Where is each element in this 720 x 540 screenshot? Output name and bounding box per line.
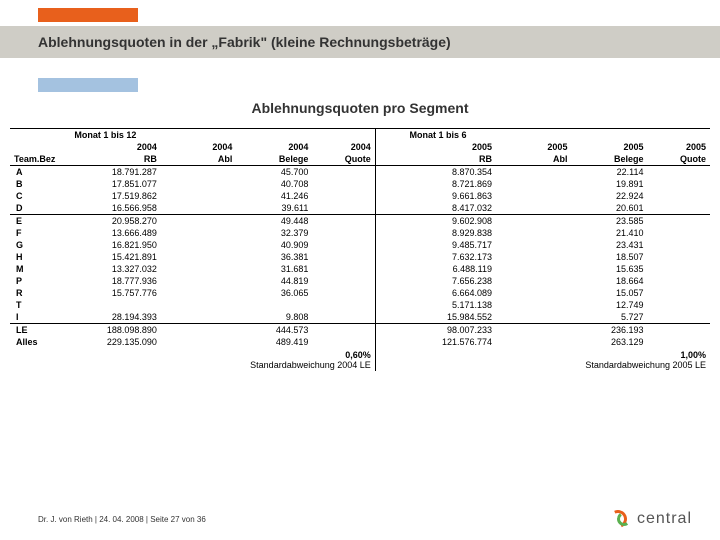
col-team: Team.Bez <box>10 153 70 166</box>
accent-orange <box>38 8 138 22</box>
table-row: T5.171.13812.749 <box>10 299 710 311</box>
span-left: Monat 1 bis 12 <box>70 129 375 142</box>
table-row: A18.791.28745.7008.870.35422.114 <box>10 166 710 179</box>
row-le: LE 188.098.890444.573 98.007.233236.193 <box>10 324 710 337</box>
table-row: M13.327.03231.6816.488.11915.635 <box>10 263 710 275</box>
table-row: E20.958.27049.4489.602.90823.585 <box>10 215 710 228</box>
table-row: I28.194.3939.80815.984.5525.727 <box>10 311 710 324</box>
accent-blue <box>38 78 138 92</box>
table-row: H15.421.89136.3817.632.17318.507 <box>10 251 710 263</box>
header-row-year: 2004200420042004 2005200520052005 <box>10 141 710 153</box>
title-band: Ablehnungsquoten in der „Fabrik" (kleine… <box>0 26 720 58</box>
table-row: F13.666.48932.3798.929.83821.410 <box>10 227 710 239</box>
logo-icon <box>609 510 633 528</box>
table-row: D16.566.95839.6118.417.03220.601 <box>10 202 710 215</box>
row-alles: Alles 229.135.090489.419 121.576.774263.… <box>10 336 710 348</box>
data-table-wrap: Monat 1 bis 12 Monat 1 bis 6 20042004200… <box>10 128 710 371</box>
logo: central <box>609 510 692 528</box>
page-title: Ablehnungsquoten in der „Fabrik" (kleine… <box>38 34 451 50</box>
logo-text: central <box>637 510 692 528</box>
table-row: C17.519.86241.2469.661.86322.924 <box>10 190 710 202</box>
footer-text: Dr. J. von Rieth | 24. 04. 2008 | Seite … <box>38 515 206 524</box>
table-row: B17.851.07740.7088.721.86919.891 <box>10 178 710 190</box>
data-table: Monat 1 bis 12 Monat 1 bis 6 20042004200… <box>10 128 710 371</box>
table-row: R15.757.77636.0656.664.08915.057 <box>10 287 710 299</box>
header-row-1: Monat 1 bis 12 Monat 1 bis 6 <box>10 129 710 142</box>
table-row: P18.777.93644.8197.656.23818.664 <box>10 275 710 287</box>
row-std: 0,60%Standardabweichung 2004 LE 1,00%Sta… <box>10 348 710 371</box>
span-right: Monat 1 bis 6 <box>405 129 710 142</box>
subtitle: Ablehnungsquoten pro Segment <box>0 100 720 116</box>
header-row-cols: Team.Bez RBAblBelegeQuote RBAblBelegeQuo… <box>10 153 710 166</box>
table-row: G16.821.95040.9099.485.71723.431 <box>10 239 710 251</box>
